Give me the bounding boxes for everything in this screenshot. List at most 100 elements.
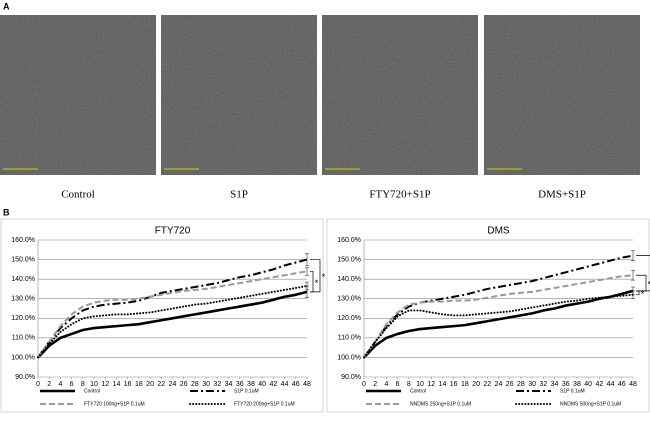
x-tick-label: 8 xyxy=(407,381,411,388)
chart-title: FTY720 xyxy=(155,226,191,237)
x-tick-label: 10 xyxy=(416,381,424,388)
x-tick-label: 14 xyxy=(439,381,447,388)
x-tick-label: 26 xyxy=(180,381,188,388)
legend-label: S1P 0.1uM xyxy=(560,388,585,394)
legend-label: Control xyxy=(410,388,426,394)
y-tick-label: 150.0% xyxy=(337,256,361,263)
x-tick-label: 0 xyxy=(362,381,366,388)
y-tick-label: 140.0% xyxy=(337,276,361,283)
significance-mark: * xyxy=(648,279,650,289)
x-tick-label: 32 xyxy=(213,381,221,388)
x-tick-label: 18 xyxy=(461,381,469,388)
x-tick-label: 44 xyxy=(607,381,615,388)
y-tick-label: 150.0% xyxy=(11,256,35,263)
y-tick-label: 120.0% xyxy=(337,315,361,322)
x-tick-label: 48 xyxy=(303,381,311,388)
series-line xyxy=(37,284,308,359)
y-tick-label: 160.0% xyxy=(337,237,361,244)
x-tick-label: 30 xyxy=(528,381,536,388)
error-bar xyxy=(631,290,635,300)
micrograph-texture xyxy=(484,15,640,175)
x-tick-label: 10 xyxy=(90,381,98,388)
x-tick-label: 18 xyxy=(135,381,143,388)
y-tick-label: 110.0% xyxy=(338,335,361,342)
significance-bracket xyxy=(310,259,321,293)
significance-mark: * xyxy=(641,289,645,299)
error-bar xyxy=(631,270,635,281)
x-tick-label: 42 xyxy=(269,381,277,388)
x-tick-label: 34 xyxy=(551,381,559,388)
x-tick-label: 28 xyxy=(517,381,525,388)
y-tick-label: 120.0% xyxy=(11,315,35,322)
x-tick-label: 0 xyxy=(36,381,40,388)
x-tick-label: 40 xyxy=(584,381,592,388)
image-caption: Control xyxy=(61,189,95,201)
significance-mark: * xyxy=(315,278,319,288)
x-tick-label: 2 xyxy=(373,381,377,388)
error-bar xyxy=(305,253,309,266)
x-tick-label: 20 xyxy=(472,381,480,388)
legend-label: NNDMS 500ng+S1P 0.1uM xyxy=(560,401,621,407)
significance-bracket xyxy=(636,255,650,292)
x-tick-label: 22 xyxy=(483,381,491,388)
x-tick-label: 42 xyxy=(595,381,603,388)
legend-label: FTY720 200ng+S1P 0.1uM xyxy=(234,401,295,407)
error-bar xyxy=(305,281,309,291)
x-tick-label: 24 xyxy=(169,381,177,388)
series-line xyxy=(37,290,308,359)
x-tick-label: 26 xyxy=(506,381,514,388)
x-tick-label: 38 xyxy=(247,381,255,388)
x-tick-label: 34 xyxy=(225,381,233,388)
x-tick-label: 6 xyxy=(396,381,400,388)
x-tick-label: 2 xyxy=(47,381,51,388)
chart-frame xyxy=(326,218,650,413)
chart-title: DMS xyxy=(487,226,510,237)
x-tick-label: 12 xyxy=(101,381,109,388)
legend-label: NNDMS 250ng+S1P 0.1uM xyxy=(410,401,471,407)
x-tick-label: 32 xyxy=(539,381,547,388)
x-tick-label: 6 xyxy=(70,381,74,388)
series-line xyxy=(363,289,634,359)
x-tick-label: 8 xyxy=(81,381,85,388)
legend-label: S1P 0.1uM xyxy=(234,388,259,394)
error-bar xyxy=(305,267,309,276)
y-tick-label: 160.0% xyxy=(11,237,35,244)
image-caption: FTY720+S1P xyxy=(369,189,430,201)
panel-label: A xyxy=(3,1,10,11)
micrograph-texture xyxy=(0,15,156,175)
x-tick-label: 36 xyxy=(562,381,570,388)
x-tick-label: 28 xyxy=(191,381,199,388)
y-tick-label: 130.0% xyxy=(11,296,35,303)
y-tick-label: 140.0% xyxy=(11,276,35,283)
x-tick-label: 40 xyxy=(258,381,266,388)
y-tick-label: 100.0% xyxy=(11,354,35,361)
x-tick-label: 14 xyxy=(113,381,121,388)
x-tick-label: 16 xyxy=(450,381,458,388)
x-tick-label: 4 xyxy=(58,381,62,388)
series-line xyxy=(37,258,308,359)
significance-bracket xyxy=(310,270,314,293)
y-tick-label: 110.0% xyxy=(12,335,35,342)
y-tick-label: 90.0% xyxy=(15,374,35,381)
y-tick-label: 130.0% xyxy=(337,296,361,303)
significance-bracket xyxy=(636,290,640,296)
legend-label: FTY720 100ng+S1P 0.1uM xyxy=(84,401,145,407)
series-line xyxy=(363,254,634,359)
image-caption: DMS+S1P xyxy=(538,189,586,201)
y-tick-label: 100.0% xyxy=(337,354,361,361)
x-tick-label: 22 xyxy=(157,381,165,388)
x-tick-label: 36 xyxy=(236,381,244,388)
image-caption: S1P xyxy=(230,189,248,201)
x-tick-label: 46 xyxy=(618,381,626,388)
chart-frame xyxy=(0,218,324,413)
x-tick-label: 16 xyxy=(124,381,132,388)
micrograph-texture xyxy=(322,15,478,175)
micrograph-texture xyxy=(161,15,317,175)
x-tick-label: 24 xyxy=(495,381,503,388)
x-tick-label: 44 xyxy=(281,381,289,388)
x-tick-label: 30 xyxy=(202,381,210,388)
error-bar xyxy=(631,250,635,261)
x-tick-label: 4 xyxy=(384,381,388,388)
panel-label: B xyxy=(3,207,10,217)
